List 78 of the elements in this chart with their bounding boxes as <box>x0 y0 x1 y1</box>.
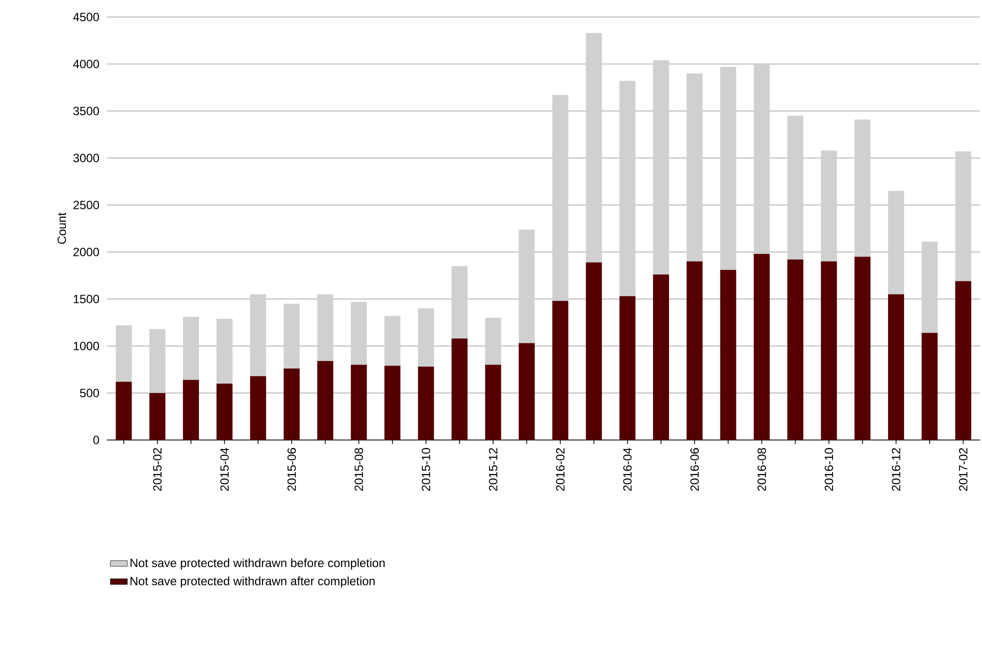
y-tick-label: 4500 <box>73 12 100 22</box>
bar <box>820 261 837 440</box>
bar <box>552 95 568 301</box>
bar <box>418 366 434 440</box>
bar <box>418 308 434 367</box>
bar <box>452 266 468 338</box>
bar <box>452 338 468 440</box>
bar <box>586 32 602 262</box>
bar <box>686 261 703 440</box>
x-tick-label: 2015-06 <box>287 448 296 491</box>
bar <box>384 316 400 366</box>
x-tick-label: 2016-12 <box>892 448 900 491</box>
bar <box>350 302 367 365</box>
bar <box>754 64 770 254</box>
y-tick-label: 2500 <box>73 200 100 210</box>
bar <box>888 294 904 440</box>
bar <box>116 325 132 382</box>
x-tick-label: 2016-08 <box>758 448 766 491</box>
bar <box>720 270 736 440</box>
y-tick-label: 500 <box>80 388 100 398</box>
bar <box>854 119 870 257</box>
bar <box>250 294 266 376</box>
bar <box>216 318 233 384</box>
x-tick-label: 2016-02 <box>556 448 565 491</box>
bar <box>317 294 334 362</box>
x-tick-label: 2017-02 <box>958 448 968 491</box>
bar <box>955 281 972 440</box>
bar <box>485 364 502 440</box>
bar <box>922 332 938 440</box>
bar <box>284 304 300 369</box>
bar <box>686 73 703 262</box>
x-tick-label: 2016-10 <box>824 448 834 491</box>
bar <box>284 368 300 440</box>
bar <box>216 384 233 440</box>
legend-label: Not save protected withdrawn after completion <box>130 576 375 588</box>
bar <box>653 274 670 440</box>
x-tick-label: 2015-02 <box>153 448 162 491</box>
y-tick-label: 3500 <box>73 106 100 116</box>
bar <box>955 151 972 282</box>
bar <box>619 80 636 296</box>
bar <box>787 116 804 260</box>
bar <box>518 229 535 344</box>
bar <box>922 242 938 333</box>
y-axis-title: Count <box>58 212 66 244</box>
bar <box>149 393 166 440</box>
bar <box>182 316 199 380</box>
x-tick-label: 2015-04 <box>220 448 229 491</box>
y-tick-label: 0 <box>93 436 100 444</box>
x-tick-label: 2015-10 <box>422 448 430 491</box>
x-tick-label: 2015-12 <box>488 448 498 491</box>
bar <box>518 343 535 440</box>
bar <box>182 380 199 440</box>
legend-label: Not save protected withdrawn before completion <box>130 558 385 570</box>
y-tick-label: 1500 <box>74 294 100 304</box>
bar <box>384 366 400 440</box>
bar <box>586 262 602 440</box>
bar <box>485 318 502 365</box>
bar <box>720 66 736 270</box>
x-tick-label: 2016-04 <box>623 448 632 491</box>
y-tick-label: 2000 <box>73 248 100 256</box>
bar <box>317 361 334 440</box>
bar <box>754 254 770 440</box>
y-tick-label: 3000 <box>73 154 100 162</box>
bar <box>653 60 670 275</box>
bar <box>149 329 166 393</box>
bar <box>552 300 568 440</box>
bar <box>116 382 132 440</box>
bar <box>787 260 804 440</box>
bar <box>820 150 837 262</box>
y-tick-label: 4000 <box>73 60 100 68</box>
bar <box>854 256 870 440</box>
bar <box>619 296 636 440</box>
bar <box>888 190 904 294</box>
bar <box>250 376 266 440</box>
x-tick-label: 2015-08 <box>354 448 364 491</box>
bar <box>350 364 367 440</box>
x-tick-label: 2016-06 <box>690 448 699 491</box>
y-tick-label: 1000 <box>74 342 100 350</box>
